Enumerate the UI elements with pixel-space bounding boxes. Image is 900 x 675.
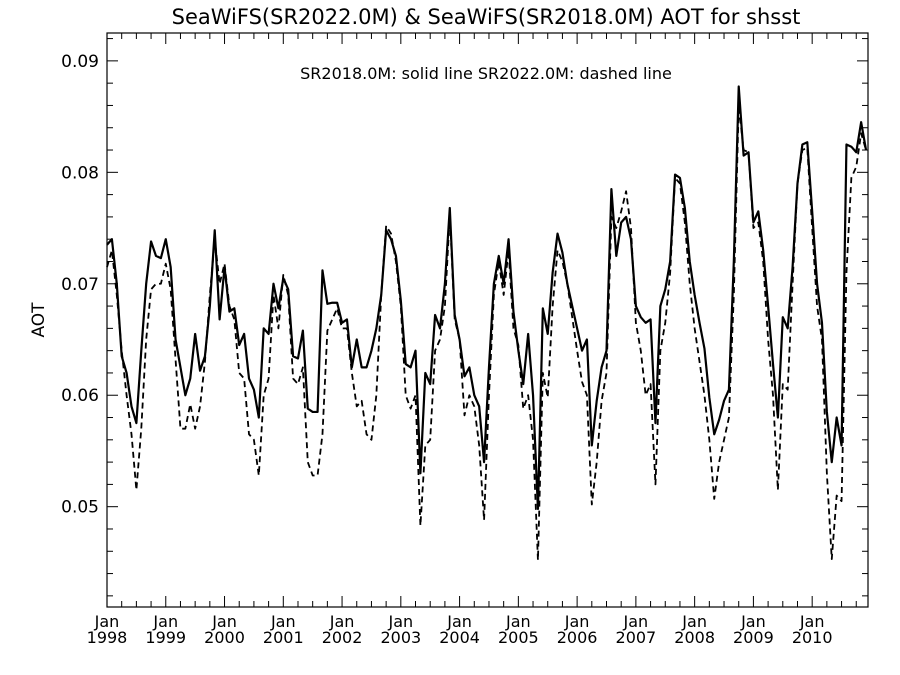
x-tick-year-label: 2006 (557, 628, 598, 647)
x-tick-year-label: 2009 (733, 628, 774, 647)
series-line-sr2018-0m (106, 85, 868, 511)
x-tick-month-label: Jan (623, 612, 649, 631)
plot-frame (106, 32, 869, 608)
x-tick-month-label: Jan (446, 612, 472, 631)
x-tick-month-label: Jan (564, 612, 590, 631)
x-tick-month-label: Jan (681, 612, 707, 631)
x-tick-year-label: 2002 (322, 628, 363, 647)
y-tick-label: 0.08 (61, 163, 99, 183)
x-tick-month-label: Jan (387, 612, 413, 631)
chart-title: SeaWiFS(SR2022.0M) & SeaWiFS(SR2018.0M) … (172, 5, 801, 29)
x-tick-year-label: 2005 (498, 628, 539, 647)
y-tick-label: 0.06 (61, 386, 99, 406)
series-layer (106, 85, 868, 562)
x-tick-month-label: Jan (211, 612, 237, 631)
x-tick-year-label: 2004 (439, 628, 480, 647)
x-tick-month-label: Jan (94, 612, 120, 631)
y-axis-label: AOT (29, 302, 49, 338)
x-tick-year-label: 2008 (674, 628, 715, 647)
y-axis: 0.05 0.06 0.07 0.08 0.09 (61, 38, 868, 597)
x-tick-month-label: Jan (270, 612, 296, 631)
y-tick-label: 0.05 (61, 498, 99, 518)
x-axis: Jan1998Jan1999Jan2000Jan2001Jan2002Jan20… (87, 33, 857, 647)
x-tick-month-label: Jan (505, 612, 531, 631)
x-tick-year-label: 2001 (263, 628, 304, 647)
legend-annotation: SR2018.0M: solid line SR2022.0M: dashed … (300, 64, 672, 83)
x-tick-year-label: 2007 (616, 628, 657, 647)
x-tick-year-label: 1998 (87, 628, 128, 647)
x-tick-year-label: 2003 (380, 628, 421, 647)
x-tick-year-label: 2000 (204, 628, 245, 647)
x-tick-month-label: Jan (329, 612, 355, 631)
x-tick-month-label: Jan (152, 612, 178, 631)
x-tick-month-label: Jan (799, 612, 825, 631)
x-tick-month-label: Jan (740, 612, 766, 631)
series-line-sr2022-0m (106, 104, 867, 562)
y-tick-label: 0.07 (61, 275, 99, 295)
x-tick-year-label: 2010 (792, 628, 833, 647)
x-tick-year-label: 1999 (145, 628, 186, 647)
y-tick-label: 0.09 (61, 52, 99, 72)
